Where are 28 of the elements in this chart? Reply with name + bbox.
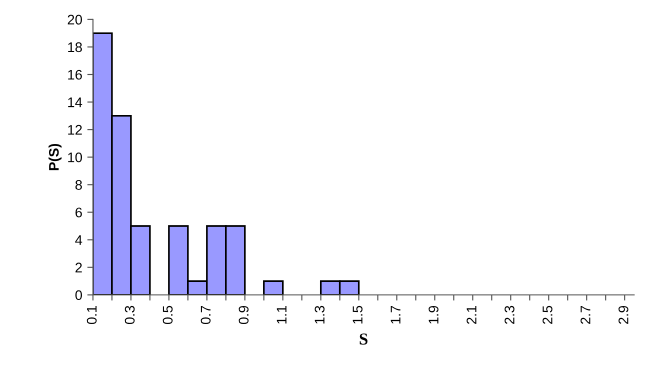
x-tick-label: 1.3: [314, 306, 325, 324]
x-tick-label: 2.5: [542, 306, 552, 324]
x-tick-label: 2.7: [580, 306, 590, 324]
y-axis-title: P(S): [48, 144, 62, 170]
x-tick-label: 2.3: [504, 306, 514, 324]
x-tick-label: 1.7: [390, 306, 400, 324]
x-tick-label: 0.1: [86, 306, 97, 324]
x-tick-label: 1.1: [276, 306, 286, 324]
y-tick-label: 14: [68, 98, 82, 108]
y-tick-label: 10: [68, 152, 82, 162]
y-tick-label: 2: [76, 262, 82, 272]
y-tick-label: 6: [76, 208, 82, 218]
x-tick-label: 0.5: [162, 306, 173, 324]
y-tick-label: 0: [75, 290, 82, 300]
x-tick-label: 0.7: [200, 306, 211, 324]
x-tick-label: 2.9: [618, 306, 628, 324]
x-tick-label: 2.1: [466, 306, 476, 324]
y-tick-label: 8: [75, 180, 82, 190]
y-tick-label: 16: [68, 70, 82, 80]
y-tick-label: 20: [68, 14, 82, 25]
y-tick-label: 12: [68, 124, 82, 135]
x-tick-label: 1.5: [352, 306, 363, 324]
x-axis-title: S: [360, 333, 368, 345]
x-tick-label: 0.9: [238, 306, 249, 324]
y-tick-label: 18: [68, 42, 82, 52]
x-tick-label: 0.3: [124, 306, 135, 324]
x-tick-label: 1.9: [428, 306, 438, 324]
y-tick-label: 4: [75, 235, 82, 245]
